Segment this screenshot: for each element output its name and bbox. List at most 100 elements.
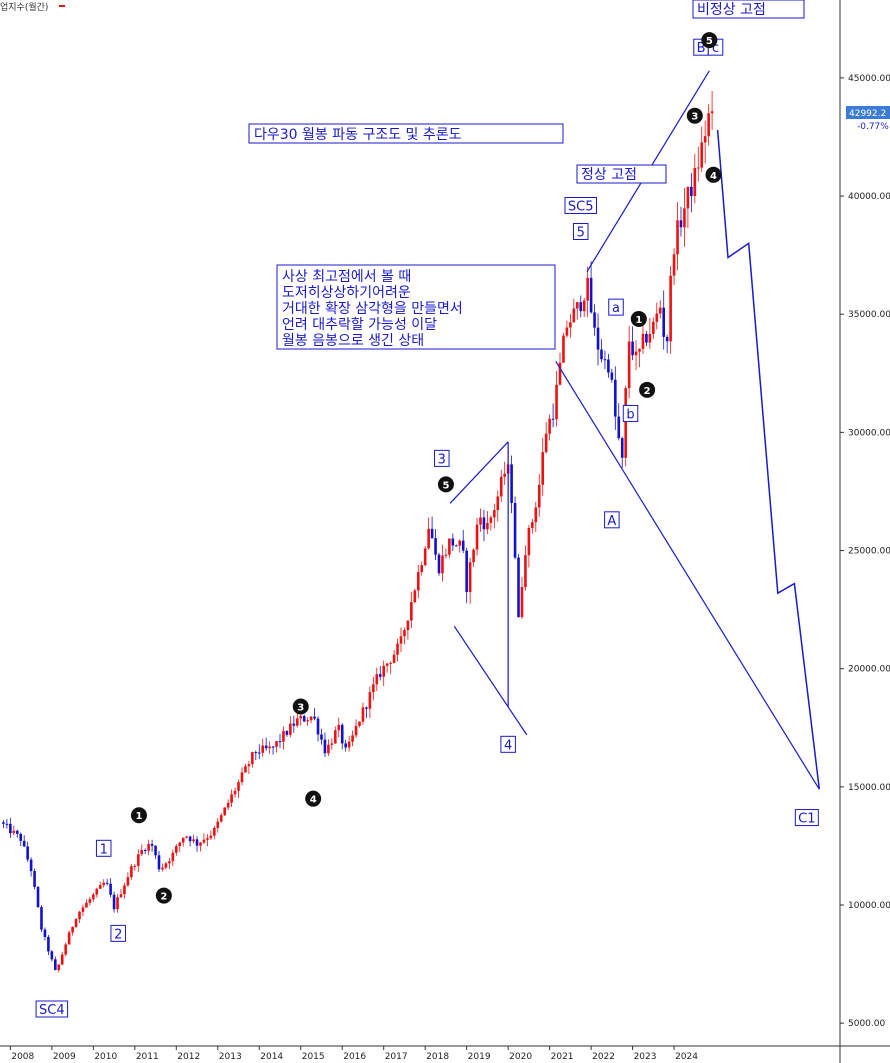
x-tick-label: 2012: [177, 1052, 200, 1062]
candle-body: [2, 822, 5, 824]
candle-body: [43, 929, 47, 937]
candle-body: [67, 932, 71, 945]
svg-text:b: b: [626, 407, 634, 422]
candle-body: [213, 827, 216, 836]
svg-text:4: 4: [710, 171, 717, 182]
svg-text:3: 3: [438, 452, 446, 467]
candle-body: [358, 721, 361, 726]
candle-body: [600, 349, 603, 360]
svg-text:1: 1: [635, 315, 642, 326]
candle-body: [219, 815, 223, 822]
candle-body: [302, 716, 306, 722]
candle-body: [337, 724, 341, 731]
candle-body: [206, 838, 209, 840]
candle-body: [60, 954, 64, 965]
candle-body: [119, 894, 123, 898]
candle-body: [544, 433, 548, 453]
svg-text:4: 4: [310, 795, 317, 806]
candle-body: [257, 752, 261, 754]
candle-body: [95, 888, 99, 895]
candle-body: [199, 842, 202, 846]
candle-body: [316, 718, 320, 735]
x-tick-label: 2011: [136, 1052, 159, 1062]
candle-body: [209, 835, 213, 839]
wave-label-wC1: C1: [794, 809, 819, 827]
wave-label-w3: 3: [434, 449, 450, 467]
candle-body: [78, 911, 81, 920]
candle-body: [676, 220, 679, 255]
candle-body: [351, 735, 354, 742]
candle-body: [610, 372, 614, 380]
abnormal-top-box: 비정상 고점: [692, 0, 805, 19]
candle-body: [347, 741, 351, 748]
candle-body: [624, 388, 627, 458]
y-tick-label: 45000.00: [848, 74, 890, 84]
candle-body: [102, 882, 106, 886]
series-legend-mark: [59, 5, 65, 7]
candle-body: [520, 587, 524, 618]
normal-top-box: 정상 고점: [576, 164, 667, 184]
candle-body: [655, 313, 659, 322]
y-tick-label: 10000.00: [848, 901, 890, 911]
candle-body: [700, 142, 704, 168]
wave-label-wa: a: [608, 298, 624, 316]
x-tick-label: 2020: [509, 1052, 532, 1062]
x-tick-label: 2019: [468, 1052, 491, 1062]
candle-body: [558, 362, 562, 385]
candle-body: [344, 743, 347, 748]
candle-body: [130, 866, 133, 878]
candle-body: [672, 254, 676, 276]
svg-text:SC4: SC4: [39, 1003, 65, 1018]
candle-body: [306, 720, 309, 722]
candle-body: [375, 674, 379, 685]
candle-body: [309, 716, 313, 721]
candle-body: [493, 510, 496, 518]
chart-title: 다우30 월봉 파동 구조도 및 추론도: [254, 127, 462, 143]
candle-body: [216, 821, 220, 828]
trendline: [453, 625, 528, 736]
candle-body: [531, 522, 534, 528]
candle-body: [499, 476, 503, 497]
candle-body: [164, 863, 168, 868]
candle-body: [174, 846, 178, 853]
candle-body: [327, 744, 330, 754]
candle-body: [85, 902, 88, 908]
candle-body: [40, 907, 43, 930]
svg-text:3: 3: [691, 112, 698, 123]
candle-body: [105, 882, 109, 884]
candle-body: [88, 899, 92, 903]
candle-body: [112, 894, 116, 910]
wave-label-w5: 5: [572, 223, 589, 241]
candle-body: [109, 883, 112, 895]
candle-body: [29, 859, 33, 872]
candle-body: [420, 565, 424, 573]
candle-body: [638, 348, 641, 352]
svg-text:A: A: [607, 514, 616, 529]
x-tick-label: 2016: [343, 1052, 366, 1062]
candle-body: [648, 334, 652, 343]
circle-label-c1a: 1: [130, 807, 147, 824]
candle-body: [534, 507, 538, 523]
projection-path: [716, 129, 821, 790]
y-tick-label: 20000.00: [848, 665, 890, 675]
candle-body: [320, 734, 323, 740]
candle-body: [489, 517, 493, 523]
last-price: 42992.2: [849, 109, 886, 119]
candle-body: [569, 322, 572, 328]
candle-body: [368, 692, 372, 709]
candle-body: [147, 844, 150, 851]
candle-body: [690, 186, 693, 196]
svg-text:5: 5: [442, 480, 449, 491]
circle-label-c3a: 3: [292, 698, 309, 715]
candle-body: [593, 312, 596, 328]
candle-body: [527, 527, 531, 556]
x-tick-label: 2010: [94, 1052, 117, 1062]
candle-body: [230, 794, 233, 803]
svg-text:B: B: [697, 41, 706, 56]
circle-label-c3c: 3: [686, 107, 703, 124]
svg-text:c: c: [712, 41, 719, 56]
x-tick-label: 2009: [53, 1052, 76, 1062]
y-tick-label: 40000.00: [848, 192, 890, 202]
x-tick-label: 2008: [11, 1052, 34, 1062]
svg-text:1: 1: [100, 842, 108, 857]
